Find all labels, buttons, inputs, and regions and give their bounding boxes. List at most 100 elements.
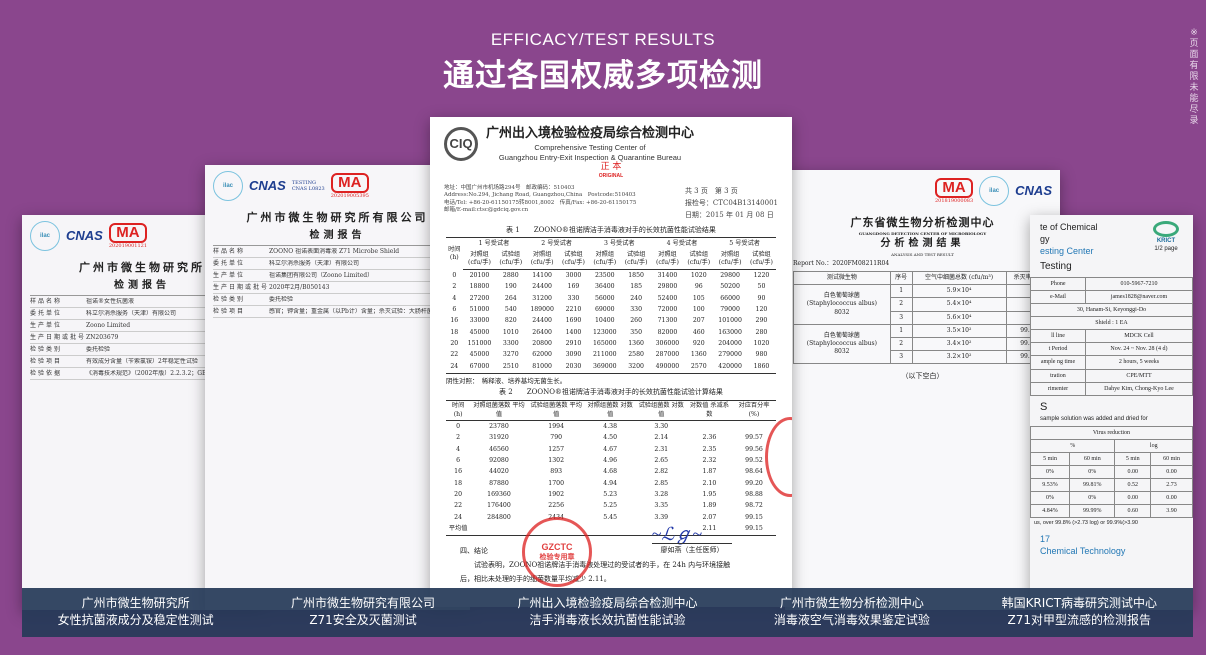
caption-bar: 广州市微生物研究所 女性抗菌液成分及稳定性测试 广州市微生物研究有限公司 Z71安全…	[22, 588, 1193, 637]
column-header: 5 min	[1030, 451, 1071, 466]
field-label: 检验类别	[30, 345, 63, 353]
table-row: 4 46560 1257 4.67 2.31 2.35 99.56	[446, 444, 776, 455]
table-cell: 4.68	[603, 468, 618, 476]
field-value: 有效成分含量（苄索氯铵）2年稳定性试验	[86, 357, 198, 365]
table-cell: 2.82	[654, 468, 669, 476]
column-header: 60 min	[1069, 451, 1116, 466]
footer-org: Chemical Technology	[1040, 545, 1126, 556]
table-cell: 20100	[469, 271, 490, 279]
center-name: esting Center	[1040, 246, 1094, 257]
krict-logo: KRICT 1/2 page	[1153, 221, 1179, 253]
table-cell: 99.15	[745, 513, 763, 521]
field-value: 《消毒技术规范》（2002年版）2.2.3.2；GB	[86, 369, 207, 377]
table-cell: 3	[889, 310, 913, 325]
field-value: ZN203679	[86, 333, 119, 341]
negative-control-note: 阴性对照： 稀释液、培养基均无菌生长。	[446, 376, 567, 385]
ilac-mra-logo: ilac	[213, 171, 243, 201]
report-guangzhou-ciq-center: CIQ 广州出入境检验检疫局综合检测中心 Comprehensive Testi…	[430, 117, 792, 607]
table-cell: 0.52	[1114, 478, 1152, 493]
field-label: 检验依据	[30, 369, 63, 377]
table-cell: 204000	[718, 339, 742, 347]
report-subtitle: 分析检测结果	[880, 238, 965, 250]
table-cell: 1360	[690, 351, 707, 359]
table-row: 2 31920 790 4.50 2.14 2.36 99.57	[446, 433, 776, 444]
info-label: e-Mail	[1030, 290, 1086, 305]
column-header: 对照组菌落数 平均值	[470, 399, 528, 422]
table-row: 16 44020 893 4.68 2.82 1.87 98.64	[446, 467, 776, 478]
column-header: 空气中细菌总数 (cfu/m³)	[911, 271, 1007, 286]
cert-logos: ilac CNAS MA 202019001121	[22, 215, 262, 257]
table-cell: 81000	[525, 361, 559, 374]
field-value: Zoono Limited	[86, 321, 131, 329]
table-cell: 2.73	[1150, 478, 1193, 493]
caption-3: 广州出入境检验疫局综合检测中心 洁手消毒液长效抗菌性能试验	[517, 596, 698, 627]
control-header: 对照组 (cfu/手)	[525, 249, 559, 271]
table-cell: 105	[692, 294, 705, 302]
field-value: 2020年2月/B050143	[269, 283, 330, 291]
table-cell: 3.5×10²	[911, 323, 1007, 338]
address: 30, Hanam-Si, Keyonggi-Do	[1030, 303, 1193, 318]
table-cell: 306000	[655, 339, 680, 347]
table-cell: 176400	[487, 502, 511, 510]
table-cell: 260	[630, 317, 643, 325]
footer-year: 17	[1040, 533, 1051, 544]
table-cell: 99.15	[732, 523, 776, 537]
table-cell: 4.96	[603, 457, 618, 465]
table-cell: 2580	[628, 351, 644, 359]
table-cell: 2.85	[654, 479, 669, 487]
report-date: 日期：2015 年 01 月 08 日	[684, 210, 774, 219]
field-label: 生产单位	[213, 271, 246, 279]
cnas-logo: CNAS	[249, 178, 286, 194]
cnas-text: TESTING CNAS L0823	[291, 180, 325, 192]
table-cell: 66000	[720, 294, 740, 302]
table-cell: 1860	[746, 361, 776, 374]
org-name-cn: 广州出入境检验检疫局综合检测中心	[486, 126, 695, 141]
table-cell: 120	[755, 305, 768, 313]
table-cell: 98.64	[745, 468, 763, 476]
table-cell: 100	[692, 305, 705, 313]
table-cell: 22	[450, 351, 459, 359]
method-text: sample solution was added and dried for	[1040, 415, 1148, 422]
table-cell: 0.00	[1114, 464, 1152, 480]
info-label: rimenter	[1030, 381, 1086, 396]
organism-cell: 白色葡萄球菌 (Staphylococcus albus) 8032	[793, 284, 891, 325]
table-cell: 6	[452, 305, 457, 313]
table-row: 6 51000 540 189000 2210 69000 330 72000 100 79000…	[446, 304, 776, 315]
table-cell: 22	[454, 502, 463, 510]
table-cell: 4.38	[603, 422, 618, 430]
table-cell: 2510	[496, 361, 526, 374]
table-cell: 0	[452, 271, 457, 279]
table-cell: 151000	[467, 339, 492, 347]
table-cell: 330	[630, 305, 643, 313]
table-cell: 99.56	[745, 445, 763, 453]
table-cell: 2880	[502, 271, 519, 279]
cnas-logo: CNAS	[66, 228, 103, 244]
table-cell: 3.35	[654, 502, 669, 510]
report-subtitle: 检测报告	[114, 279, 170, 291]
table-cell: 287000	[655, 351, 680, 359]
section-title: Testing	[1040, 261, 1072, 273]
info-value: MDCK Cell	[1084, 329, 1193, 344]
field-row: 检验项目 有效成分含量（苄索氯铵）2年稳定性试验	[30, 356, 254, 369]
org-name: te of Chemical	[1040, 222, 1098, 232]
info-label: tration	[1030, 368, 1086, 383]
table-cell: 23500	[594, 271, 615, 279]
field-row: 检验类别 委托检验	[213, 294, 462, 307]
table-cell: 0%	[1030, 491, 1071, 506]
table-cell: 24400	[532, 317, 552, 325]
table-cell: 2.14	[654, 434, 669, 442]
organism-latin: (Staphylococcus albus)	[806, 339, 877, 347]
report-org-title: 广州市微生物研究所有限公司	[246, 211, 429, 224]
table-cell: 82000	[657, 328, 678, 336]
table1: 时间 (h) 1 号受试者 2 号受试者 3 号受试者 4 号受试者 5 号受试者 对照组 …	[446, 237, 776, 374]
table-cell: 123000	[592, 328, 617, 336]
table-cell: 71300	[657, 317, 678, 325]
table-row: 22 45000 3270 62000 3090 211000 2580 287000 1360…	[446, 350, 776, 361]
table-cell: 169360	[487, 491, 511, 499]
time-header: 时间 (h)	[446, 237, 463, 270]
table-cell: 165000	[592, 339, 617, 347]
table-cell: 24	[446, 361, 463, 374]
table-cell: 67000	[462, 361, 497, 374]
field-row: 生产日期或批号 ZN203679	[30, 332, 254, 345]
field-value: 感官；钾含量；重金属（以Pb计）含量；杀灭试验：大肠杆菌	[269, 307, 433, 315]
